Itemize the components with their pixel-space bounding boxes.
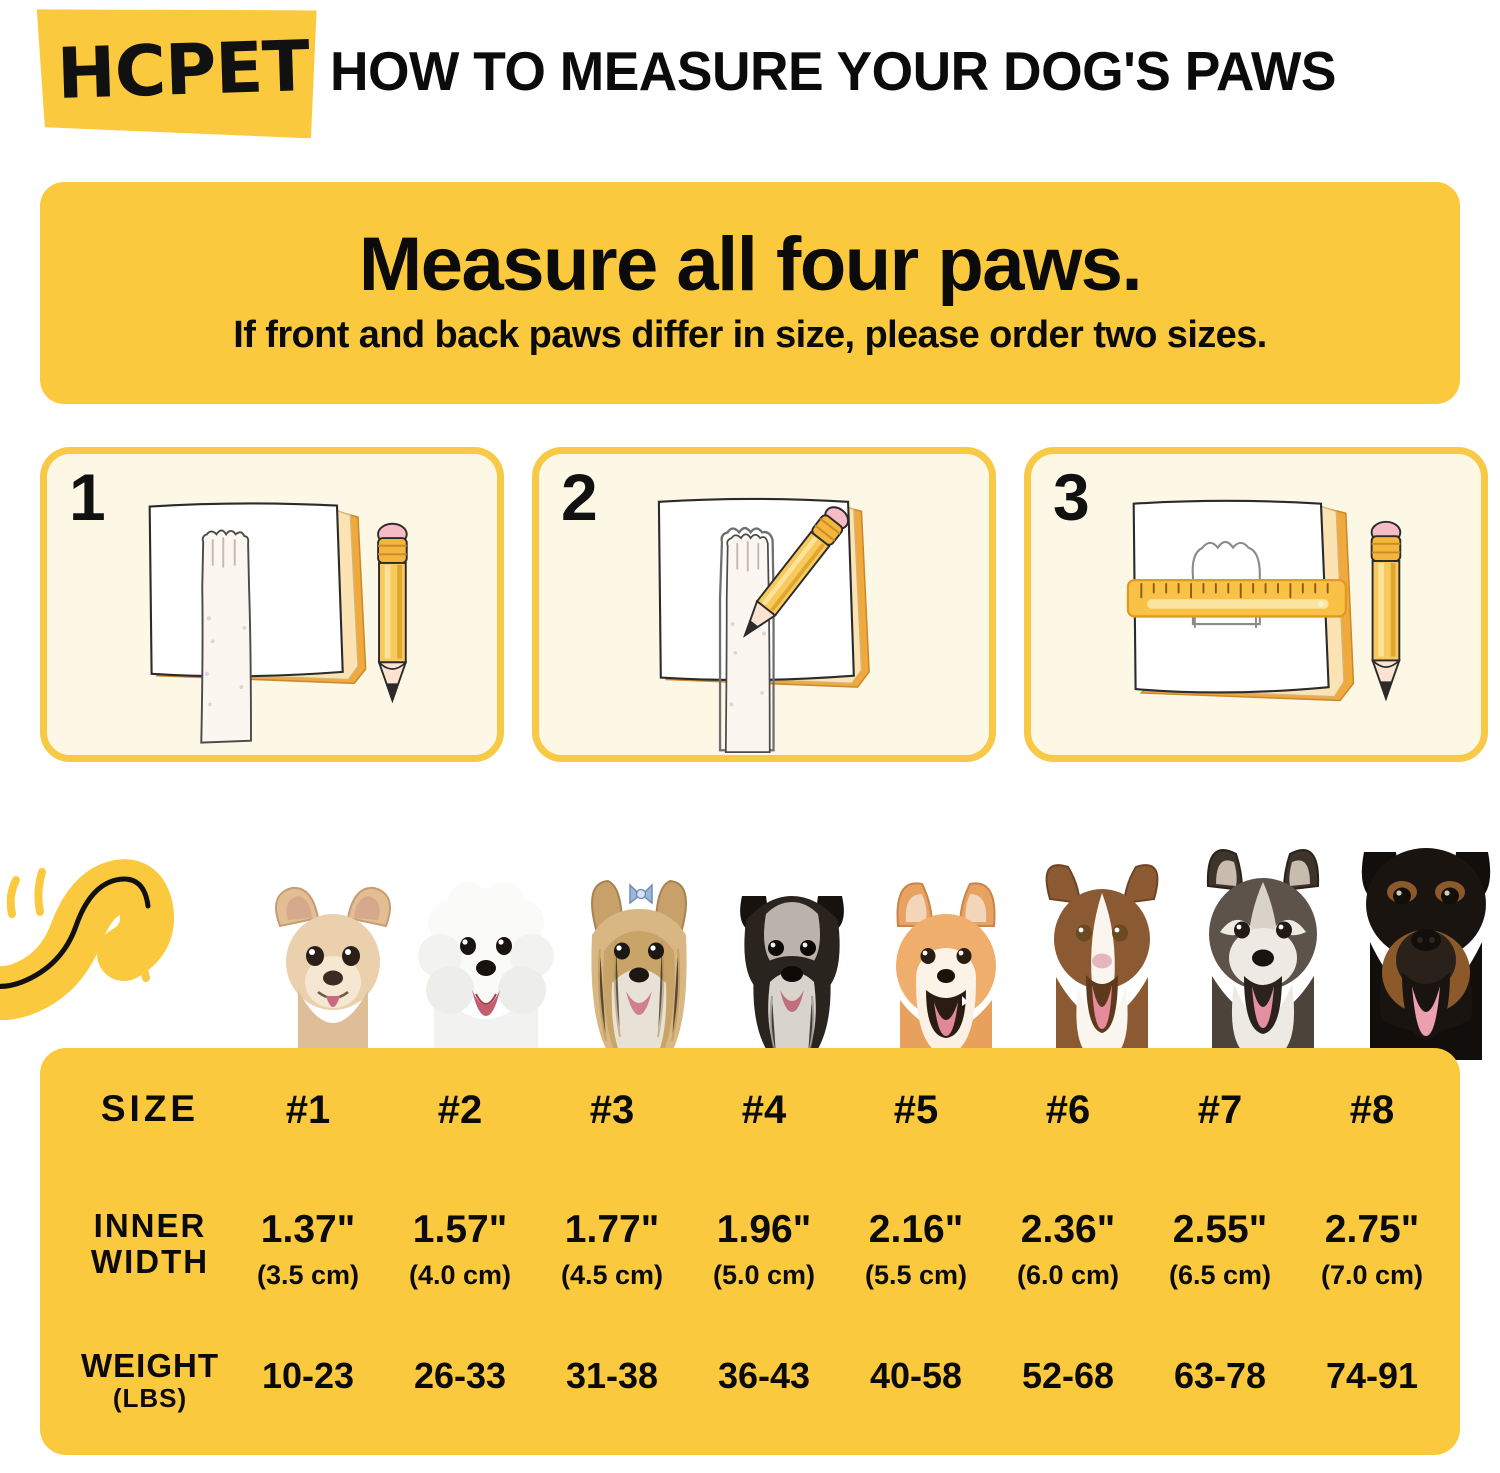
size-cell: #6 bbox=[1045, 1088, 1091, 1132]
inner-width-line-1: INNER bbox=[93, 1207, 207, 1244]
size-cell: #7 bbox=[1197, 1088, 1243, 1132]
dog-photo-strip bbox=[0, 800, 1500, 1060]
step-number-3: 3 bbox=[1053, 460, 1090, 534]
hair-bow-icon bbox=[629, 883, 653, 905]
inner-width-in-cell: 1.57" bbox=[412, 1208, 508, 1251]
banner-title: Measure all four paws. bbox=[358, 221, 1143, 307]
inner-width-cm-cell: (7.0 cm) bbox=[1320, 1260, 1424, 1290]
list-item bbox=[740, 896, 844, 1058]
weight-cell: 74-91 bbox=[1325, 1355, 1419, 1396]
step-number-1: 1 bbox=[69, 460, 106, 534]
row-label-size: SIZE bbox=[100, 1088, 200, 1129]
dog-chihuahua bbox=[275, 886, 391, 1060]
row-label-weight: WEIGHT (LBS) bbox=[50, 1347, 250, 1414]
size-cell: #5 bbox=[893, 1088, 939, 1132]
list-item bbox=[1045, 864, 1159, 1060]
paw-on-paper-with-pencil-icon bbox=[148, 502, 408, 744]
size-cell: #2 bbox=[437, 1088, 483, 1132]
inner-width-in-cell: 2.75" bbox=[1324, 1208, 1420, 1251]
dog-rottweiler bbox=[1361, 848, 1491, 1060]
inner-width-in-cell: 2.55" bbox=[1172, 1208, 1268, 1251]
list-item bbox=[1361, 848, 1491, 1060]
inner-width-cm-cell: (3.5 cm) bbox=[256, 1260, 360, 1290]
weight-line-2: (LBS) bbox=[112, 1383, 188, 1414]
header: HCPET HOW TO MEASURE YOUR DOG'S PAWS bbox=[0, 0, 1500, 150]
banner-subtitle: If front and back paws differ in size, p… bbox=[233, 314, 1267, 357]
row-label-inner-width: INNER WIDTH bbox=[50, 1208, 250, 1279]
ruler-measuring-outline-icon bbox=[1126, 499, 1402, 702]
dog-breed-list bbox=[258, 800, 1500, 1060]
size-cell: #8 bbox=[1349, 1088, 1395, 1132]
dog-shiba-inu bbox=[896, 882, 996, 1060]
tracing-paw-with-pencil-icon bbox=[657, 497, 870, 753]
dog-yorkshire-terrier bbox=[591, 879, 687, 1059]
size-chart-panel bbox=[40, 1048, 1460, 1455]
steps-container: 1 bbox=[40, 447, 1488, 762]
inner-width-in-cell: 2.36" bbox=[1020, 1208, 1116, 1251]
weight-line-1: WEIGHT bbox=[81, 1347, 219, 1384]
inner-width-line-2: WIDTH bbox=[90, 1242, 210, 1280]
list-item bbox=[896, 882, 996, 1060]
measure-all-paws-banner: Measure all four paws. If front and back… bbox=[40, 182, 1460, 404]
size-cell: #3 bbox=[589, 1088, 635, 1132]
dog-bichon-frise bbox=[418, 882, 554, 1060]
wagging-tail-icon bbox=[0, 859, 174, 1020]
size-cell: #1 bbox=[285, 1088, 331, 1132]
list-item bbox=[275, 886, 391, 1060]
inner-width-cm-cell: (5.0 cm) bbox=[712, 1260, 816, 1290]
list-item bbox=[1206, 849, 1320, 1060]
step-card-2: 2 bbox=[532, 447, 996, 762]
inner-width-in-cell: 1.77" bbox=[564, 1208, 660, 1251]
inner-width-in-cell: 1.37" bbox=[260, 1208, 356, 1251]
weight-cell: 10-23 bbox=[261, 1355, 355, 1396]
inner-width-in-cell: 1.96" bbox=[716, 1208, 812, 1251]
inner-width-cm-cell: (6.5 cm) bbox=[1168, 1260, 1272, 1290]
size-cell: #4 bbox=[741, 1088, 787, 1132]
step-card-1: 1 bbox=[40, 447, 504, 762]
page-title: HOW TO MEASURE YOUR DOG'S PAWS bbox=[330, 40, 1336, 102]
step-card-3: 3 bbox=[1024, 447, 1488, 762]
weight-cell: 63-78 bbox=[1173, 1355, 1267, 1396]
weight-cell: 26-33 bbox=[413, 1355, 507, 1396]
inner-width-cm-cell: (4.0 cm) bbox=[408, 1260, 512, 1290]
brand-logo-text: HCPET bbox=[55, 25, 311, 115]
step-number-2: 2 bbox=[561, 460, 598, 534]
inner-width-cm-cell: (5.5 cm) bbox=[864, 1260, 968, 1290]
list-item bbox=[418, 882, 554, 1060]
inner-width-cm-cell: (6.0 cm) bbox=[1016, 1260, 1120, 1290]
dog-alaskan-malamute bbox=[1206, 849, 1320, 1060]
weight-cell: 40-58 bbox=[869, 1355, 963, 1396]
weight-cell: 52-68 bbox=[1021, 1355, 1115, 1396]
list-item bbox=[591, 879, 687, 1059]
dog-border-collie bbox=[1045, 864, 1159, 1060]
inner-width-in-cell: 2.16" bbox=[868, 1208, 964, 1251]
inner-width-cm-cell: (4.5 cm) bbox=[560, 1260, 664, 1290]
weight-cell: 36-43 bbox=[717, 1355, 811, 1396]
weight-cell: 31-38 bbox=[565, 1355, 659, 1396]
dog-miniature-schnauzer bbox=[740, 896, 844, 1058]
